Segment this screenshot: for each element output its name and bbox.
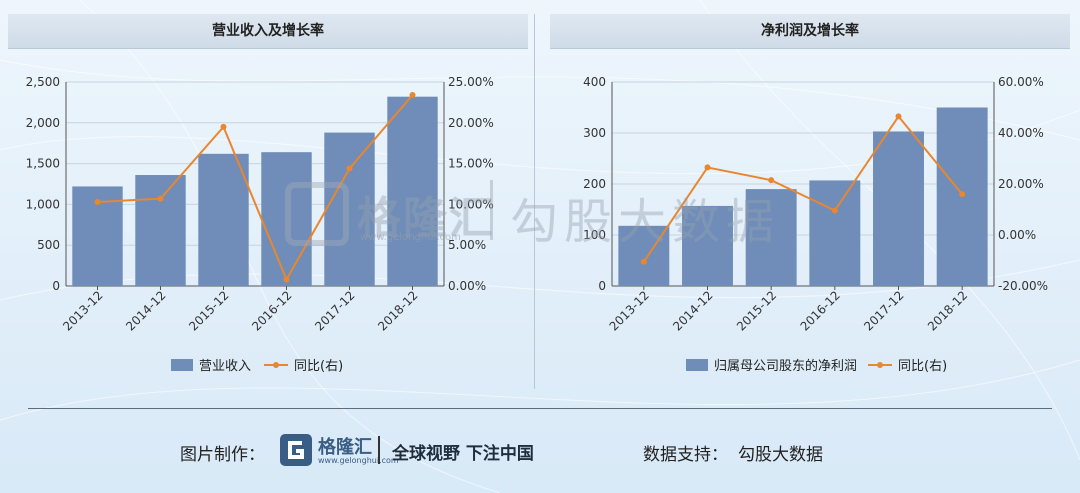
right-axis-tick: 25.00% <box>448 75 494 89</box>
legend-bar-label: 营业收入 <box>199 359 251 374</box>
growth-point <box>959 191 966 198</box>
legend-line-marker <box>877 362 883 368</box>
growth-line <box>643 114 963 263</box>
watermark-url: www.gelonghui.com <box>360 232 461 243</box>
left-axis-tick: 1,500 <box>26 157 60 171</box>
watermark-text: 勾股大数据 <box>510 194 781 250</box>
support-label: 数据支持： <box>643 445 728 465</box>
left-axis-tick: 0 <box>52 279 60 293</box>
right-axis-tick: 40.00% <box>998 126 1044 140</box>
left-axis-tick: 0 <box>598 279 606 293</box>
revenue-chart: 0 500 1,000 1,500 2,000 2,500 0.00% 5.00% 10.00%… <box>26 75 494 374</box>
footer-slogan: 全球视野 下注中国 <box>392 444 534 464</box>
right-axis-tick: -20.00% <box>998 279 1048 293</box>
bar <box>135 175 186 286</box>
left-axis-tick: 400 <box>583 75 606 89</box>
made-by-label: 图片制作： <box>180 445 265 465</box>
legend-bar-swatch <box>171 359 193 371</box>
right-axis-tick: 5.00% <box>448 238 486 252</box>
right-axis-tick: 10.00% <box>448 197 494 211</box>
x-axis-tick: 2017-12 <box>312 288 357 333</box>
legend-bar-label: 归属母公司股东的净利润 <box>714 358 857 374</box>
profit-chart: 0 100 200 300 400 -20.00% 0.00% 20.00% 40.00% 60.… <box>583 75 1048 374</box>
left-axis-tick: 300 <box>583 126 606 140</box>
bar <box>682 205 733 286</box>
x-axis-tick: 2015-12 <box>734 288 779 333</box>
x-axis-tick: 2014-12 <box>670 288 715 333</box>
left-axis-tick: 100 <box>583 228 606 242</box>
watermark-brand: 格隆汇 <box>357 193 495 244</box>
x-axis-tick: 2018-12 <box>375 288 420 333</box>
legend-bar-swatch <box>686 359 708 371</box>
right-axis-tick: 0.00% <box>448 279 486 293</box>
left-axis-tick: 2,500 <box>26 75 60 89</box>
support-value: 勾股大数据 <box>738 445 823 465</box>
legend-line-label: 同比(右) <box>294 359 343 374</box>
x-axis-tick: 2013-12 <box>60 288 105 333</box>
left-axis-tick: 2,000 <box>26 116 60 130</box>
revenue-panel: 营业收入及增长率 0 500 1,000 1,500 2,000 2,500 0.00% 5.… <box>8 14 528 389</box>
profit-panel-title: 净利润及增长率 <box>550 14 1070 49</box>
x-axis-tick: 2015-12 <box>186 288 231 333</box>
growth-point <box>94 198 101 205</box>
gelonghui-logo-icon <box>280 434 312 466</box>
watermark-logo-icon <box>285 182 349 246</box>
growth-point <box>409 92 416 99</box>
growth-line <box>97 94 414 282</box>
legend-line-label: 同比(右) <box>898 359 947 374</box>
footer-logo-text: 格隆汇 <box>318 437 372 458</box>
bar <box>809 180 861 286</box>
x-axis-tick: 2014-12 <box>123 288 168 333</box>
bar <box>198 153 249 286</box>
footer-separator <box>378 436 380 464</box>
bar <box>873 131 924 286</box>
bar <box>261 152 312 286</box>
right-axis-tick: 20.00% <box>998 177 1044 191</box>
x-axis-tick: 2017-12 <box>861 288 906 333</box>
right-axis-tick: 0.00% <box>998 228 1036 242</box>
growth-point <box>157 195 164 202</box>
bar <box>745 189 797 286</box>
bar <box>387 96 438 286</box>
bar <box>324 132 375 286</box>
left-axis-tick: 200 <box>583 177 606 191</box>
footer-rule <box>28 408 1052 409</box>
right-axis-tick: 15.00% <box>448 157 494 171</box>
growth-point <box>283 276 290 283</box>
x-axis-tick: 2018-12 <box>925 288 970 333</box>
footer-logo-url: www.gelonghui.com <box>318 456 399 465</box>
watermark-separator <box>490 180 493 240</box>
footer: 图片制作： 格隆汇 www.gelonghui.com 全球视野 下注中国 数据… <box>0 430 1080 476</box>
panel-divider <box>534 14 535 389</box>
revenue-panel-title: 营业收入及增长率 <box>8 14 528 49</box>
growth-point <box>768 177 775 184</box>
legend-line-marker <box>273 362 279 368</box>
growth-point <box>704 164 711 171</box>
right-axis-tick: 20.00% <box>448 116 494 130</box>
left-axis-tick: 500 <box>37 238 60 252</box>
profit-panel: 净利润及增长率 0 100 200 300 400 -20.00% 0.00% 20.00% 4… <box>550 14 1070 389</box>
left-axis-tick: 1,000 <box>26 197 60 211</box>
growth-point <box>831 207 838 214</box>
right-axis-tick: 60.00% <box>998 75 1044 89</box>
growth-point <box>640 258 647 265</box>
x-axis-tick: 2016-12 <box>798 288 843 333</box>
growth-point <box>220 123 227 130</box>
x-axis-tick: 2013-12 <box>607 288 652 333</box>
growth-point <box>895 113 902 120</box>
x-axis-tick: 2016-12 <box>249 288 294 333</box>
growth-point <box>346 165 353 172</box>
